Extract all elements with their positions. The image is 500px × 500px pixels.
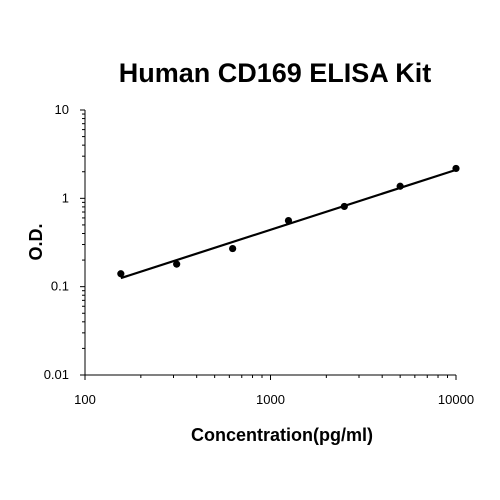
data-points <box>117 164 460 278</box>
x-tick-label: 100 <box>74 392 96 407</box>
y-tick-label: 0.1 <box>51 279 69 294</box>
tick-marks <box>80 109 457 380</box>
x-tick-label: 10000 <box>438 392 474 407</box>
data-point <box>229 244 237 253</box>
data-point <box>173 260 181 268</box>
y-tick-label: 1 <box>62 190 69 205</box>
data-point <box>284 216 293 225</box>
chart-title: Human CD169 ELISA Kit <box>118 58 432 88</box>
x-axis-title: Concentration(pg/ml) <box>191 425 373 445</box>
data-point <box>117 270 125 278</box>
tick-labels: 0.01 0.1 1 10 100 1000 10000 <box>44 102 474 407</box>
y-tick-label: 10 <box>55 102 69 117</box>
data-point <box>452 164 460 173</box>
axes <box>84 110 456 376</box>
data-point <box>396 182 404 190</box>
y-axis-title: O.D. <box>26 223 46 260</box>
data-point <box>340 202 348 211</box>
y-tick-label: 0.01 <box>44 367 69 382</box>
x-tick-label: 1000 <box>256 392 285 407</box>
